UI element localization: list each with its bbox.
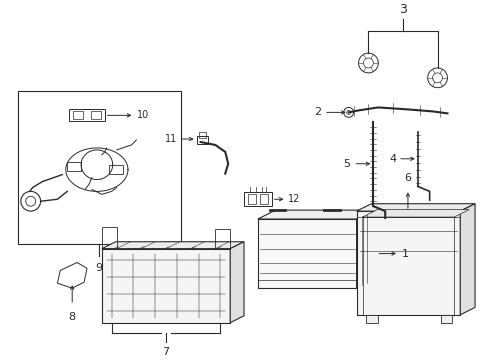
Bar <box>248 194 256 204</box>
Bar <box>102 227 117 249</box>
Text: 3: 3 <box>399 3 407 15</box>
Polygon shape <box>230 242 244 323</box>
Polygon shape <box>357 211 460 315</box>
Text: 10: 10 <box>137 111 149 120</box>
Bar <box>196 136 208 144</box>
Text: 12: 12 <box>289 194 301 204</box>
Text: 4: 4 <box>389 154 396 164</box>
Text: 7: 7 <box>163 347 170 357</box>
Text: 2: 2 <box>314 107 321 117</box>
Bar <box>91 111 101 119</box>
Text: 6: 6 <box>404 174 412 184</box>
Polygon shape <box>258 219 357 288</box>
Bar <box>198 132 206 138</box>
Bar <box>109 165 122 174</box>
Text: 9: 9 <box>95 264 102 274</box>
Polygon shape <box>102 249 230 323</box>
Polygon shape <box>363 210 469 217</box>
Polygon shape <box>460 204 475 315</box>
Bar <box>367 315 378 323</box>
Polygon shape <box>357 210 374 288</box>
Polygon shape <box>102 242 244 249</box>
Text: 5: 5 <box>343 159 351 169</box>
Bar <box>67 162 81 171</box>
Bar <box>69 109 105 121</box>
Text: 8: 8 <box>69 312 76 322</box>
Bar <box>216 229 230 249</box>
Bar <box>18 91 181 244</box>
Polygon shape <box>357 204 475 211</box>
Bar <box>260 194 268 204</box>
Polygon shape <box>258 210 374 219</box>
Bar <box>441 315 452 323</box>
Text: 1: 1 <box>402 249 409 258</box>
Text: 11: 11 <box>165 134 177 144</box>
Bar <box>73 111 83 119</box>
Bar <box>244 192 271 206</box>
